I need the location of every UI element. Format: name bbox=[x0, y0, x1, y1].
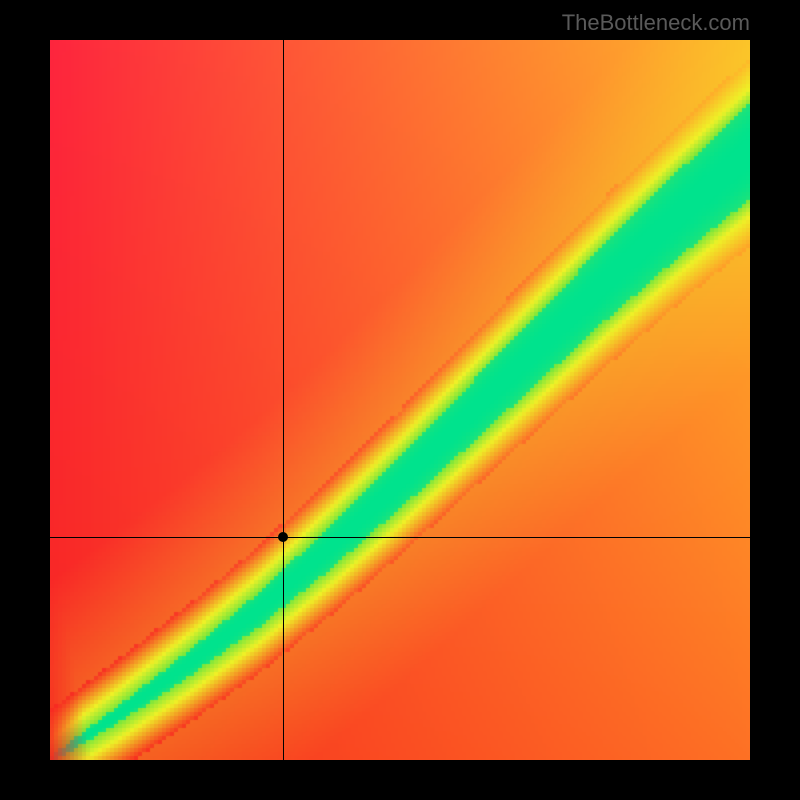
heatmap-plot bbox=[50, 40, 750, 760]
crosshair-horizontal bbox=[50, 537, 750, 538]
crosshair-marker bbox=[278, 532, 288, 542]
heatmap-canvas bbox=[50, 40, 750, 760]
watermark-text: TheBottleneck.com bbox=[562, 10, 750, 36]
crosshair-vertical bbox=[283, 40, 284, 760]
